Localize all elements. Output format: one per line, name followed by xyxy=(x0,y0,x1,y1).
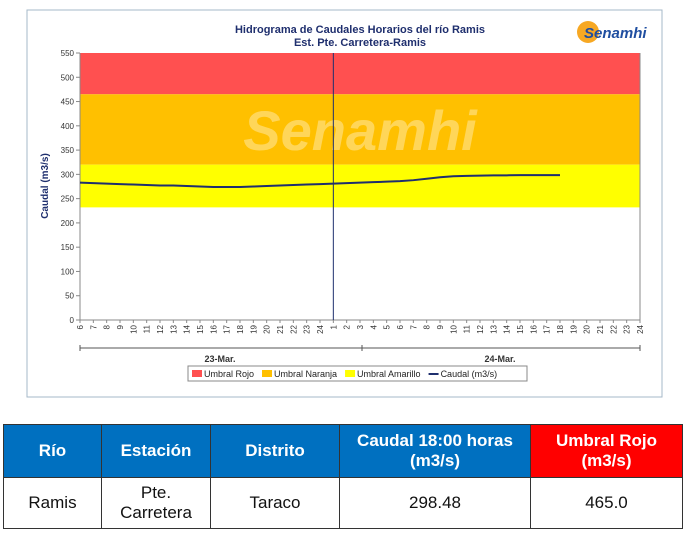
y-tick-label: 300 xyxy=(61,170,75,179)
x-tick-label: 24 xyxy=(316,324,325,333)
x-tick-label: 3 xyxy=(356,324,365,329)
x-tick-label: 14 xyxy=(183,324,192,333)
table-row: Ramis Pte. Carretera Taraco 298.48 465.0 xyxy=(3,477,683,529)
y-tick-label: 350 xyxy=(61,146,75,155)
x-tick-label: 15 xyxy=(196,324,205,333)
x-tick-label: 6 xyxy=(396,324,405,329)
header-cell: Río xyxy=(3,424,102,478)
y-tick-label: 450 xyxy=(61,98,75,107)
legend-box xyxy=(187,365,528,382)
legend-label: Caudal (m3/s) xyxy=(441,369,498,379)
x-tick-label: 9 xyxy=(436,324,445,329)
x-tick-label: 7 xyxy=(89,324,98,329)
threshold-band xyxy=(80,94,640,165)
legend-label: Umbral Rojo xyxy=(204,369,254,379)
x-tick-label: 13 xyxy=(489,324,498,333)
x-tick-label: 17 xyxy=(543,324,552,333)
x-tick-label: 12 xyxy=(156,324,165,333)
x-tick-label: 2 xyxy=(343,324,352,329)
header-cell: Umbral Rojo (m3/s) xyxy=(530,424,683,478)
y-tick-label: 550 xyxy=(61,49,75,58)
x-tick-label: 12 xyxy=(476,324,485,333)
x-tick-label: 23 xyxy=(303,324,312,333)
cell: Ramis xyxy=(3,477,102,529)
x-tick-label: 1 xyxy=(329,324,338,329)
legend-label: Umbral Amarillo xyxy=(357,369,421,379)
x-tick-label: 6 xyxy=(76,324,85,329)
table-header: Río Estación Distrito Caudal 18:00 horas… xyxy=(3,424,683,478)
logo-sun xyxy=(577,21,599,43)
x-tick-label: 15 xyxy=(516,324,525,333)
x-tick-label: 21 xyxy=(276,324,285,333)
x-tick-label: 19 xyxy=(249,324,258,333)
x-tick-label: 20 xyxy=(583,324,592,333)
header-cell: Distrito xyxy=(210,424,340,478)
x-tick-label: 22 xyxy=(289,324,298,333)
watermark: Senamhi xyxy=(243,99,478,162)
x-tick-label: 8 xyxy=(423,324,432,329)
x-tick-label: 18 xyxy=(556,324,565,333)
legend-label: Umbral Naranja xyxy=(274,369,337,379)
y-tick-label: 0 xyxy=(70,316,75,325)
day-label: 23-Mar. xyxy=(204,354,235,364)
cell: Pte. Carretera xyxy=(101,477,211,529)
chart-subtitle: Est. Pte. Carretera-Ramis xyxy=(294,37,426,49)
series-line xyxy=(79,174,561,188)
x-tick-label: 22 xyxy=(609,324,618,333)
y-tick-label: 50 xyxy=(65,292,74,301)
x-tick-label: 17 xyxy=(223,324,232,333)
x-tick-label: 11 xyxy=(143,324,152,333)
y-tick-label: 500 xyxy=(61,73,75,82)
x-tick-label: 10 xyxy=(129,324,138,333)
x-tick-label: 11 xyxy=(463,324,472,333)
x-tick-label: 16 xyxy=(209,324,218,333)
cell: 465.0 xyxy=(530,477,683,529)
chart-title: Hidrograma de Caudales Horarios del río … xyxy=(235,24,485,36)
x-tick-label: 20 xyxy=(263,324,272,333)
chart: Hidrograma de Caudales Horarios del río … xyxy=(26,9,663,398)
logo: Senamhi xyxy=(584,25,647,42)
header-cell: Estación xyxy=(101,424,211,478)
y-tick-label: 100 xyxy=(61,267,75,276)
legend-swatch xyxy=(262,370,273,377)
x-tick-label: 8 xyxy=(103,324,112,329)
y-tick-label: 250 xyxy=(61,195,75,204)
x-tick-label: 23 xyxy=(623,324,632,333)
cell: Taraco xyxy=(210,477,340,529)
summary-table: Río Estación Distrito Caudal 18:00 horas… xyxy=(3,424,683,529)
x-tick-label: 19 xyxy=(569,324,578,333)
cell: 298.48 xyxy=(339,477,531,529)
x-tick-label: 7 xyxy=(409,324,418,329)
x-tick-label: 13 xyxy=(169,324,178,333)
day-label: 24-Mar. xyxy=(484,354,515,364)
legend-swatch xyxy=(192,370,202,377)
x-tick-label: 14 xyxy=(503,324,512,333)
y-tick-label: 400 xyxy=(61,122,75,131)
x-tick-label: 16 xyxy=(529,324,538,333)
threshold-band xyxy=(80,53,640,95)
y-tick-label: 150 xyxy=(61,243,75,252)
x-tick-label: 21 xyxy=(596,324,605,333)
y-axis-label: Caudal (m3/s) xyxy=(40,153,51,219)
header-cell: Caudal 18:00 horas (m3/s) xyxy=(339,424,531,478)
x-tick-label: 18 xyxy=(236,324,245,333)
x-tick-label: 5 xyxy=(383,324,392,329)
y-tick-label: 200 xyxy=(61,219,75,228)
x-tick-label: 4 xyxy=(369,324,378,329)
x-tick-label: 10 xyxy=(449,324,458,333)
x-tick-label: 24 xyxy=(636,324,645,333)
legend-swatch xyxy=(345,370,356,377)
x-tick-label: 9 xyxy=(116,324,125,329)
